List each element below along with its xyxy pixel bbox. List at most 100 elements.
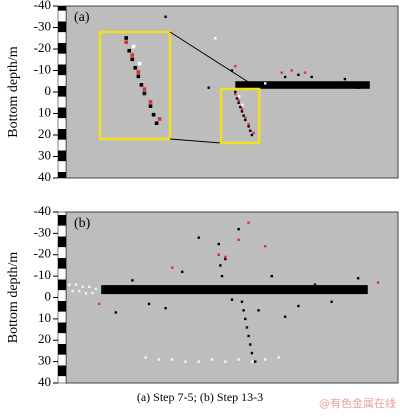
point [234,65,237,68]
inset-point [136,70,141,74]
y-tick-label: 40 [38,169,51,184]
point [240,110,244,113]
point [224,257,227,261]
point [237,227,240,231]
point [88,285,91,289]
block [235,81,370,89]
y-tick-label: 40 [38,374,51,389]
point [219,264,222,267]
point [252,131,255,135]
point [283,75,287,79]
inset-point [124,36,128,40]
point [244,116,247,119]
point [249,343,252,346]
inset-point [154,121,159,126]
point [297,73,300,76]
point [264,245,267,248]
point [224,360,227,363]
point [297,304,300,308]
point [283,315,287,318]
y-tick-label: 30 [38,353,51,368]
point [81,285,84,289]
point [343,77,347,81]
point [114,311,117,314]
y-axis-label: Bottom depth/m [6,252,21,344]
scale-stripe [57,211,67,384]
point [234,90,237,94]
inset-point [124,40,128,45]
y-tick-label: 0 [45,83,52,98]
point [356,277,360,280]
point [157,358,161,361]
point [250,133,254,137]
block [101,285,368,295]
point [290,69,293,72]
point [245,326,249,329]
point [220,274,224,278]
point [184,360,187,363]
inset-point [142,91,147,96]
point [356,86,360,89]
point [238,95,241,98]
panel-label: (a) [74,10,90,25]
point [240,108,244,111]
point [244,317,247,321]
inset-point [131,44,136,49]
point [217,253,220,256]
point [181,270,184,274]
point [164,15,167,18]
point [303,71,307,74]
y-tick-label: -20 [34,246,51,261]
y-tick-label: 0 [45,288,52,303]
inset-point [130,53,135,57]
point [171,266,174,269]
point [244,118,247,122]
point [98,302,101,306]
point [237,99,240,102]
point [214,37,217,40]
y-tick-label: -40 [34,0,51,12]
point [270,84,274,87]
y-tick-label: 10 [38,310,51,325]
y-tick-label: -10 [34,61,51,76]
point [197,360,200,363]
inset-point [148,104,153,108]
point [270,274,274,278]
plot-area [65,211,399,384]
point [84,292,88,295]
y-tick-label: -20 [34,40,51,55]
point [197,236,200,239]
point [144,356,147,359]
point [71,289,74,293]
point [131,279,134,282]
point [313,283,317,286]
point [237,101,240,104]
point [277,356,280,359]
point [164,306,167,310]
connector [169,138,222,144]
point [239,105,242,109]
y-tick-label: 20 [38,126,51,141]
point [330,300,333,303]
point [264,82,267,85]
inset-point [139,83,144,87]
inset-point [142,87,147,91]
point [310,75,313,79]
y-tick-label: -40 [34,203,51,218]
point [264,358,267,361]
point [237,238,240,241]
point [254,360,257,363]
y-tick-label: -30 [34,18,51,33]
zoom-box [219,87,261,145]
point [171,358,174,361]
point [241,103,244,107]
point [247,221,250,224]
point [207,86,210,89]
inset-point [130,57,135,62]
inset-point [157,117,162,121]
point [250,360,254,363]
point [376,281,380,284]
y-tick-label: 10 [38,104,51,119]
point [74,283,78,286]
